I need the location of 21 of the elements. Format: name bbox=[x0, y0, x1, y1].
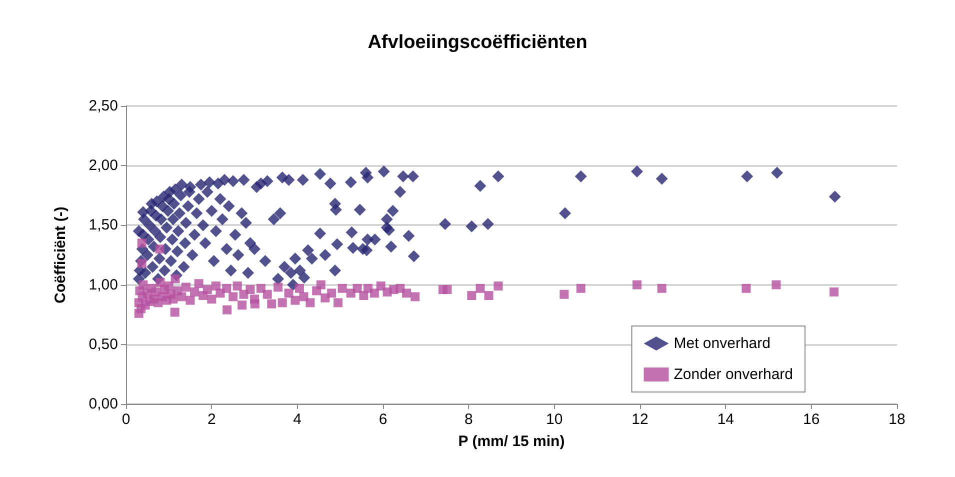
y-tick-label: 1,00 bbox=[88, 276, 118, 294]
x-tick-label: 14 bbox=[717, 411, 734, 428]
x-tick-label: 16 bbox=[802, 411, 820, 428]
x-axis-title: P (mm/ 15 min) bbox=[458, 433, 565, 450]
y-tick-label: 2,50 bbox=[88, 98, 118, 114]
x-tick-label: 8 bbox=[464, 411, 473, 428]
y-tick-label: 0,50 bbox=[88, 336, 118, 353]
y-tick-label: 2,00 bbox=[88, 157, 118, 174]
x-tick-label: 12 bbox=[632, 411, 648, 428]
y-tick-label: 0,00 bbox=[88, 396, 118, 412]
x-tick-label: 18 bbox=[888, 411, 906, 428]
x-tick-label: 10 bbox=[546, 411, 563, 428]
x-tick-label: 0 bbox=[122, 411, 130, 428]
legend-label: Zonder onverhard bbox=[674, 366, 794, 383]
chart-title: Afvloeiingscoëfficiënten bbox=[368, 32, 588, 53]
x-tick-label: 6 bbox=[378, 411, 388, 428]
x-tick-label: 4 bbox=[293, 411, 302, 428]
legend-label: Met onverhard bbox=[674, 335, 770, 352]
y-axis-title: Coëfficiënt (-) bbox=[52, 206, 69, 304]
x-tick-label: 2 bbox=[207, 411, 216, 428]
y-tick-label: 1,50 bbox=[88, 216, 118, 234]
